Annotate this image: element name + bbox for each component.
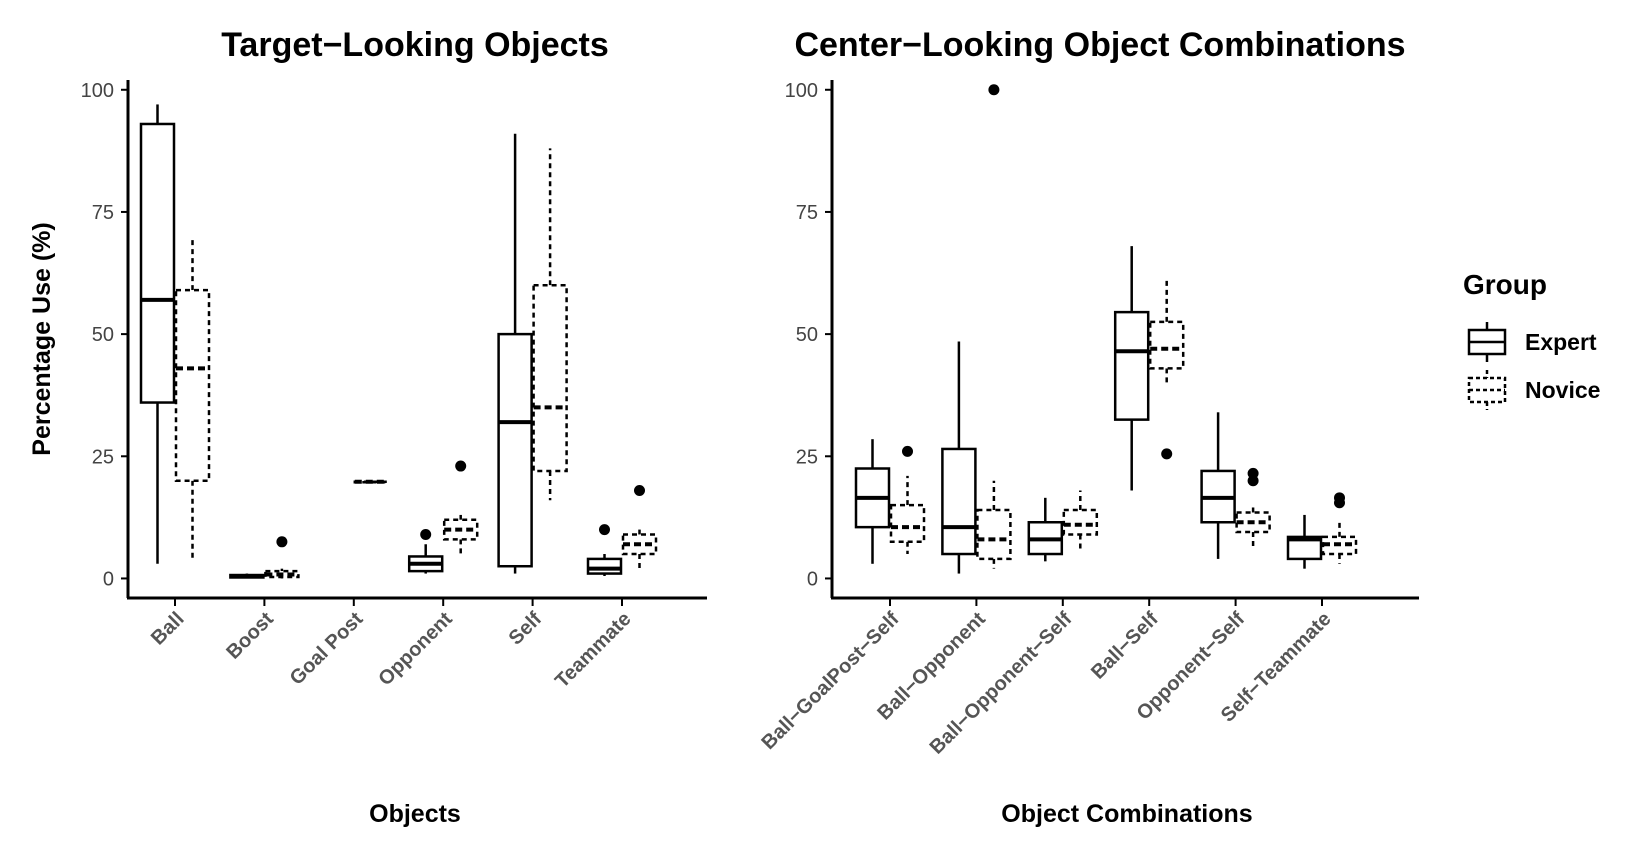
outlier-point	[634, 484, 645, 496]
box-iqr	[1113, 310, 1150, 421]
panel-title: Center−Looking Object Combinations	[794, 26, 1405, 64]
y-tick-label: 25	[92, 446, 114, 468]
box-novice-ball-opponent	[976, 84, 1012, 569]
box-iqr	[1062, 508, 1099, 536]
box-expert-ball	[139, 104, 176, 564]
outlier-point	[1161, 448, 1173, 460]
x-tick-label-opponent: Opponent	[374, 608, 457, 691]
x-axis-label: Objects	[369, 800, 461, 828]
box-iqr	[174, 288, 211, 482]
y-tick-label: 0	[807, 568, 818, 590]
box-novice-opponent-self	[1235, 467, 1271, 547]
x-tick-label-goal-post: Goal Post	[286, 608, 368, 690]
box-iqr	[139, 122, 176, 404]
outlier-point	[455, 460, 467, 472]
x-ticks: Ball Boost Goal Post Opponent Self Teammate	[147, 598, 636, 692]
box-novice-ball	[174, 236, 211, 559]
y-axis-label: Percentage Use (%)	[28, 222, 56, 455]
y-tick-label: 100	[81, 80, 114, 102]
box-expert-ball-opponent-self	[1027, 497, 1064, 562]
legend-title: Group	[1463, 269, 1547, 300]
box-iqr	[976, 508, 1012, 561]
box-iqr	[532, 283, 568, 473]
legend: Group Expert Novice	[1463, 269, 1600, 410]
box-iqr	[941, 447, 977, 556]
legend-label-expert: Expert	[1525, 329, 1597, 355]
outlier-point	[902, 445, 913, 457]
boxplot-marks	[139, 104, 658, 579]
box-expert-ball-goalpost-self	[854, 439, 891, 564]
box-novice-self	[532, 148, 568, 501]
outlier-point	[988, 84, 1000, 96]
outlier-point	[599, 524, 610, 536]
x-ticks: Ball−GoalPost−SelfBall−OpponentBall−Oppo…	[758, 598, 1336, 759]
box-iqr	[1286, 535, 1323, 561]
box-novice-boost	[264, 536, 300, 579]
box-expert-ball-self	[1113, 246, 1150, 491]
box-novice-goal-post	[353, 479, 390, 484]
y-tick-label: 100	[785, 80, 818, 102]
outlier-point	[1247, 467, 1259, 479]
box-expert-teammate	[586, 524, 623, 577]
box-expert-self-teammate	[1286, 514, 1323, 569]
y-tick-label: 50	[92, 324, 114, 346]
y-ticks: 0 25 50 75 100	[785, 80, 832, 590]
box-expert-ball-opponent	[941, 341, 977, 574]
outlier-point	[276, 536, 288, 548]
box-novice-opponent	[442, 460, 479, 555]
y-tick-label: 50	[796, 324, 818, 346]
y-tick-label: 0	[103, 568, 114, 590]
box-expert-opponent	[407, 528, 444, 574]
outlier-point	[1334, 492, 1345, 504]
box-novice-ball-opponent-self	[1062, 490, 1099, 550]
legend-key-novice	[1467, 370, 1507, 410]
legend-label-novice: Novice	[1525, 377, 1600, 403]
box-expert-boost	[229, 573, 265, 579]
box-iqr	[497, 332, 533, 568]
x-tick-label-boost: Boost	[222, 608, 278, 664]
outlier-point	[420, 528, 432, 540]
y-tick-label: 25	[796, 446, 818, 468]
box-expert-opponent-self	[1200, 412, 1236, 559]
box-novice-ball-self	[1148, 277, 1185, 460]
box-iqr	[889, 503, 926, 544]
y-tick-label: 75	[92, 202, 114, 224]
x-tick-label-ball-self: Ball−Self	[1087, 608, 1163, 684]
box-iqr	[586, 557, 623, 575]
panel-target-looking-objects: Target−Looking Objects 0 25 50 75 100 Ball Bo…	[28, 26, 707, 828]
x-tick-label-ball-opponent-self: Ball−Opponent−Self	[926, 608, 1077, 759]
box-novice-teammate	[621, 484, 658, 569]
x-tick-label-ball-goalpost-self: Ball−GoalPost−Self	[758, 608, 904, 754]
boxplot-marks	[854, 84, 1358, 574]
x-axis-label: Object Combinations	[1001, 800, 1252, 828]
x-tick-label-ball: Ball	[147, 608, 188, 649]
legend-key-expert	[1467, 322, 1507, 362]
box-iqr	[1148, 320, 1185, 370]
panel-title: Target−Looking Objects	[221, 26, 609, 64]
box-novice-self-teammate	[1321, 492, 1358, 564]
panel-center-looking-object-combinations: Center−Looking Object Combinations 0 25 50…	[758, 26, 1419, 828]
y-tick-label: 75	[796, 202, 818, 224]
box-novice-ball-goalpost-self	[889, 445, 926, 555]
x-tick-label-teammate: Teammate	[551, 608, 635, 692]
x-tick-label-self: Self	[505, 608, 547, 650]
box-expert-self	[497, 133, 533, 574]
y-ticks: 0 25 50 75 100	[81, 80, 128, 590]
